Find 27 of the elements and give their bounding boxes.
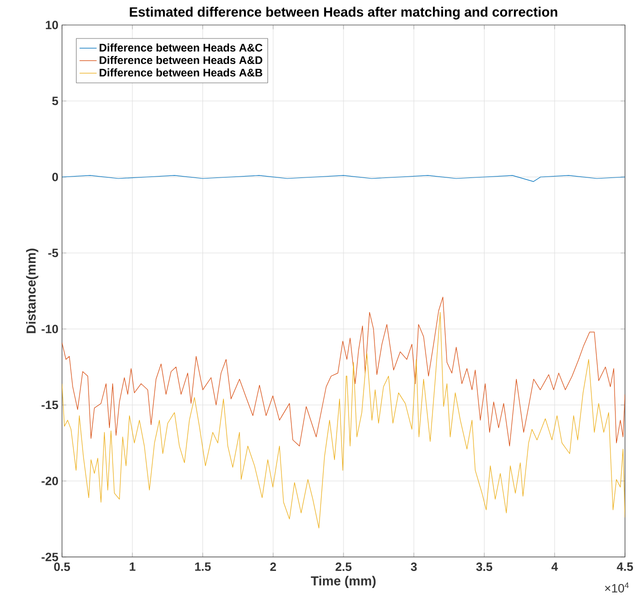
legend-label: Difference between Heads A&B bbox=[100, 68, 262, 77]
legend-label: Difference between Heads A&C bbox=[100, 43, 262, 52]
y-tick-label: -20 bbox=[42, 476, 58, 486]
chart-title: Estimated difference between Heads after matching and correction bbox=[130, 6, 558, 20]
x-tick-label: 1.5 bbox=[195, 562, 211, 571]
y-tick-label: 0 bbox=[52, 172, 58, 182]
y-tick-label: -10 bbox=[42, 324, 58, 334]
y-axis-title: Distance(mm) bbox=[26, 248, 38, 334]
y-tick-label: -15 bbox=[42, 400, 58, 410]
x-tick-label: 2.5 bbox=[336, 562, 352, 572]
line-series bbox=[62, 175, 625, 182]
x-tick-label: 2 bbox=[270, 562, 276, 571]
x-tick-label: 3.5 bbox=[476, 562, 492, 572]
y-tick-label: 5 bbox=[52, 96, 58, 106]
legend-label: Difference between Heads A&D bbox=[100, 56, 262, 64]
x-axis-title: Time (mm) bbox=[310, 576, 376, 588]
y-tick-label: -25 bbox=[42, 552, 58, 562]
x-tick-label: 3 bbox=[410, 562, 417, 572]
y-tick-label: -5 bbox=[48, 248, 58, 258]
x-tick-label: 4 bbox=[551, 562, 558, 571]
line-series bbox=[62, 312, 625, 528]
x-tick-label: 1 bbox=[130, 562, 136, 571]
y-tick-label: 10 bbox=[46, 20, 58, 30]
line-series bbox=[62, 296, 625, 446]
text: ×10$^{4}$ bbox=[605, 582, 629, 592]
x-tick-label: 4.5 bbox=[616, 562, 633, 571]
x-tick-label: 0.5 bbox=[54, 562, 70, 572]
